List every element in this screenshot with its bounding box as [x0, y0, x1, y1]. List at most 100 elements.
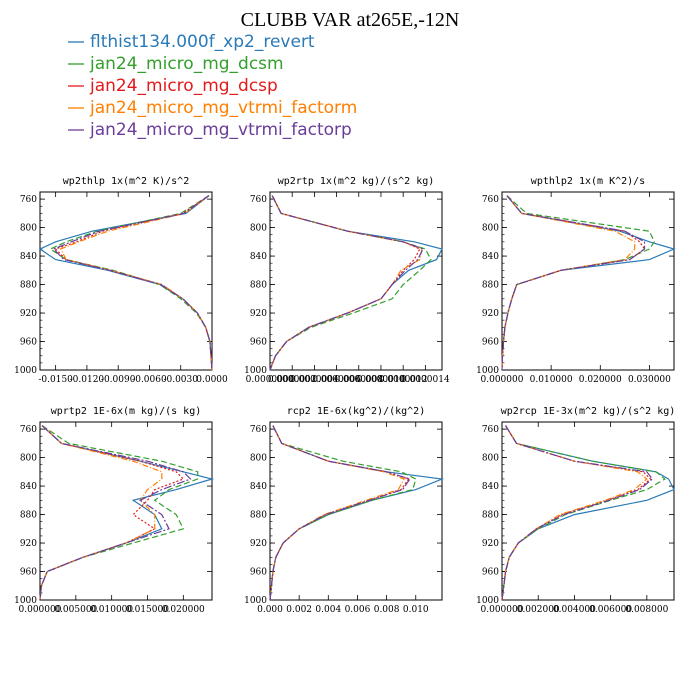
- series-line: [501, 425, 654, 601]
- y-tick-label: 760: [250, 425, 267, 435]
- y-tick-label: 840: [20, 482, 37, 492]
- y-tick-label: 760: [482, 425, 499, 435]
- x-tick-label: 0.006000: [589, 605, 632, 615]
- series-line: [501, 425, 675, 601]
- plot-frame: [39, 421, 213, 601]
- y-tick-label: 880: [250, 511, 267, 521]
- subplot-title: wprtp2 1E-6x(m kg)/(s kg): [51, 406, 202, 417]
- plot-frame: [269, 191, 443, 371]
- x-tick-label: 0.0000002: [268, 375, 317, 385]
- x-tick-label: 0.000: [257, 605, 283, 615]
- legend-entry: flthist134.000f_xp2_revert: [68, 32, 315, 52]
- y-tick-label: 840: [250, 482, 267, 492]
- series-line: [38, 195, 213, 371]
- series-line: [501, 195, 646, 371]
- plot-frame: [501, 191, 675, 371]
- y-tick-label: 760: [20, 195, 37, 205]
- plot-frame: [501, 421, 675, 601]
- series-line: [269, 425, 405, 601]
- y-tick-label: 1000: [476, 596, 499, 606]
- y-tick-label: 760: [482, 195, 499, 205]
- y-tick-label: 840: [20, 252, 37, 262]
- y-tick-label: 880: [482, 281, 499, 291]
- series-line: [269, 195, 443, 371]
- x-tick-label: 0.010: [403, 605, 429, 615]
- x-tick-label: 0.002: [286, 605, 312, 615]
- y-tick-label: 1000: [14, 366, 37, 376]
- y-tick-label: 800: [20, 224, 37, 234]
- plot-frame: [269, 421, 443, 601]
- x-tick-label: 0.010000: [530, 375, 573, 385]
- subplot-title: wp2thlp 1x(m^2 K)/s^2: [63, 176, 189, 187]
- x-tick-label: 0.008000: [625, 605, 668, 615]
- series-line: [39, 425, 199, 601]
- y-tick-label: 920: [250, 539, 267, 549]
- y-tick-label: 960: [482, 338, 499, 348]
- legend-label: flthist134.000f_xp2_revert: [90, 32, 315, 52]
- series-line: [269, 425, 417, 601]
- series-line: [501, 425, 652, 601]
- series-line: [39, 425, 192, 601]
- x-tick-label: 0.020000: [162, 605, 205, 615]
- series-line: [269, 195, 424, 371]
- series-line: [52, 195, 213, 371]
- y-tick-label: 960: [482, 568, 499, 578]
- x-tick-label: 0.020000: [579, 375, 622, 385]
- y-tick-label: 920: [482, 539, 499, 549]
- y-tick-label: 960: [250, 568, 267, 578]
- x-tick-label: 0.0000: [196, 375, 228, 385]
- x-tick-label: 0.002000: [517, 605, 560, 615]
- y-tick-label: 920: [250, 309, 267, 319]
- y-tick-label: 880: [250, 281, 267, 291]
- series-line: [269, 195, 421, 371]
- y-tick-label: 880: [482, 511, 499, 521]
- legend-entry: jan24_micro_mg_vtrmi_factorm: [68, 98, 357, 118]
- x-tick-label: 0.008: [374, 605, 400, 615]
- legend-label: jan24_micro_mg_dcsm: [89, 54, 284, 74]
- x-tick-label: -0.0060: [132, 375, 167, 385]
- legend-label: jan24_micro_mg_dcsp: [89, 76, 278, 96]
- x-tick-label: -0.0150: [38, 375, 73, 385]
- x-tick-label: 0.0000004: [290, 375, 339, 385]
- x-tick-label: 0.000000: [19, 605, 62, 615]
- y-tick-label: 1000: [244, 596, 267, 606]
- subplot-title: wp2rcp 1E-3x(m^2 kg)/(s^2 kg): [501, 406, 676, 417]
- y-tick-label: 760: [250, 195, 267, 205]
- x-tick-label: 0.005000: [54, 605, 97, 615]
- subplot: wprtp2 1E-6x(m kg)/(s kg) 760 800 840 880 920…: [14, 406, 215, 615]
- y-tick-label: 920: [20, 539, 37, 549]
- legend-entry: jan24_micro_mg_dcsp: [68, 76, 278, 96]
- series-line: [501, 425, 648, 601]
- series-line: [59, 195, 213, 371]
- legend-entry: jan24_micro_mg_dcsm: [68, 54, 284, 74]
- subplot: wp2rtp 1x(m^2 kg)/(s^2 kg) 760 800 840 880 92…: [244, 176, 450, 385]
- y-tick-label: 880: [20, 281, 37, 291]
- y-tick-label: 760: [20, 425, 37, 435]
- series-line: [269, 425, 445, 601]
- x-tick-label: 0.000000: [481, 605, 524, 615]
- panels: wp2thlp 1x(m^2 K)/s^2 760 800 840 880 920 960 1…: [14, 176, 676, 615]
- series-line: [269, 195, 432, 371]
- series-line: [54, 195, 213, 371]
- y-tick-label: 840: [482, 252, 499, 262]
- series-line: [269, 425, 410, 601]
- series-line: [501, 195, 655, 371]
- y-tick-label: 960: [20, 568, 37, 578]
- x-tick-label: 0.006: [345, 605, 371, 615]
- y-tick-label: 880: [20, 511, 37, 521]
- x-tick-label: 0.0000008: [334, 375, 383, 385]
- y-tick-label: 1000: [14, 596, 37, 606]
- subplot: rcp2 1E-6x(kg^2)/(kg^2) 760 800 840 880 920 96…: [244, 406, 445, 615]
- x-tick-label: 0.0000014: [401, 375, 450, 385]
- y-tick-label: 960: [250, 338, 267, 348]
- x-tick-label: 0.000000: [481, 375, 524, 385]
- x-tick-label: -0.0030: [163, 375, 198, 385]
- series-line: [269, 425, 411, 601]
- y-tick-label: 920: [20, 309, 37, 319]
- legend-label: jan24_micro_mg_vtrmi_factorp: [89, 120, 352, 140]
- x-tick-label: 0.004: [315, 605, 341, 615]
- x-tick-label: 0.004000: [553, 605, 596, 615]
- series-line: [49, 195, 213, 371]
- plot-frame: [39, 191, 213, 371]
